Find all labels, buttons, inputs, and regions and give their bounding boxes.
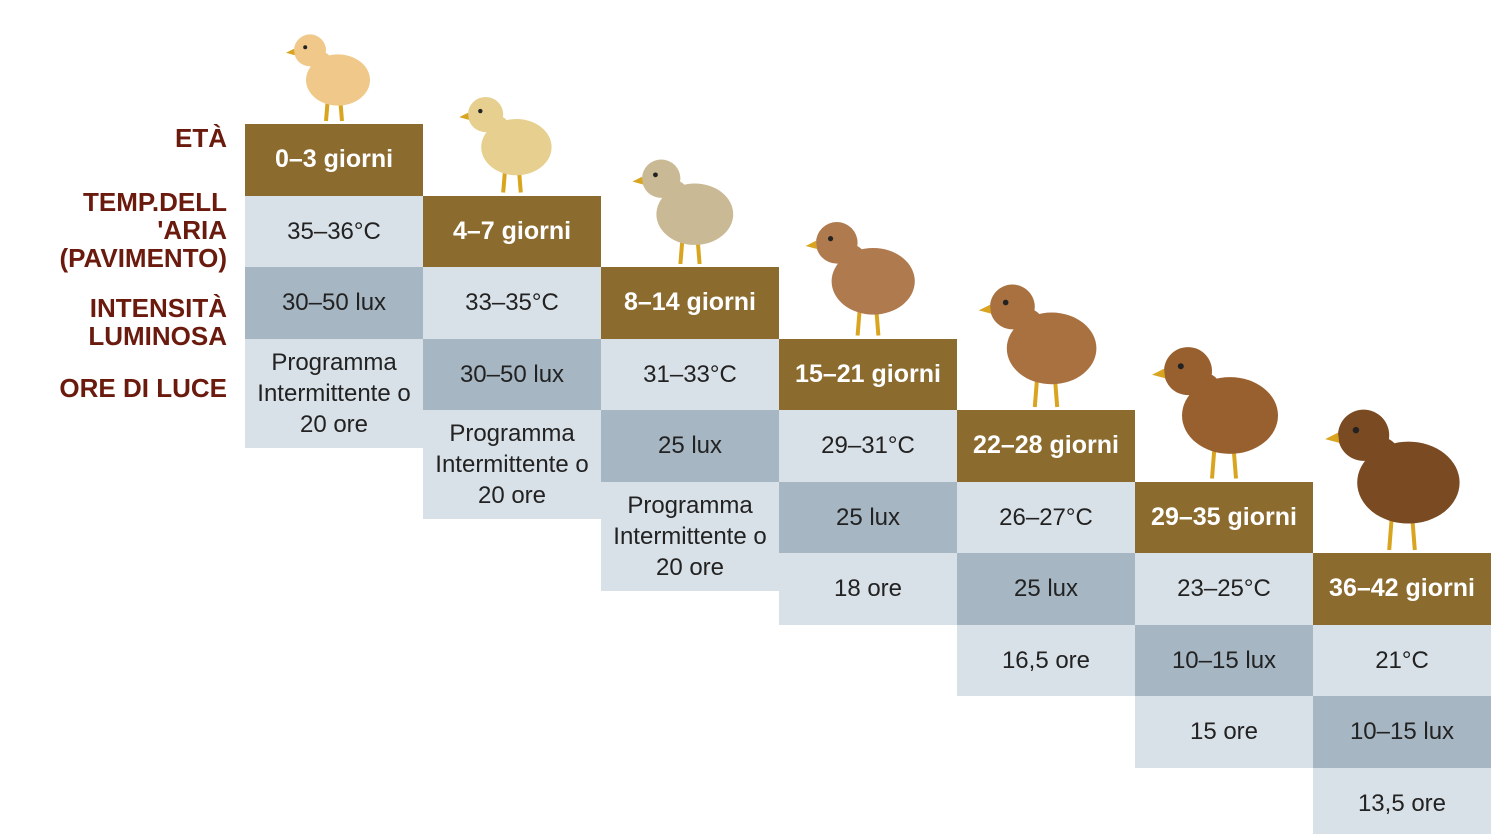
age-cell: 22–28 giorni — [957, 410, 1135, 482]
chick-shape — [478, 109, 482, 113]
chick-shape — [653, 172, 658, 177]
hours-cell: Programma Intermittente o 20 ore — [245, 339, 423, 448]
lux-cell: 10–15 lux — [1135, 625, 1313, 697]
lux-cell: 30–50 lux — [423, 339, 601, 411]
temp-cell: 35–36°C — [245, 196, 423, 268]
chick-shape — [486, 116, 511, 148]
chick-shape — [858, 309, 860, 335]
hours-cell: 16,5 ore — [957, 625, 1135, 697]
age-cell: 4–7 giorni — [423, 196, 601, 268]
chick-shape — [1212, 448, 1214, 479]
chick-shape — [1152, 369, 1165, 379]
temp-cell: 26–27°C — [957, 482, 1135, 554]
chick-shape — [1389, 517, 1392, 550]
chick-shape — [979, 305, 991, 314]
chick-shape — [632, 177, 643, 185]
chick-shape — [838, 245, 867, 282]
age-cell: 15–21 giorni — [779, 339, 957, 411]
row-label: 'ARIA — [157, 216, 227, 244]
lux-cell: 25 lux — [957, 553, 1135, 625]
hours-cell: 18 ore — [779, 553, 957, 625]
chick-shape — [1035, 379, 1037, 407]
chick-shape — [680, 240, 682, 264]
hours-cell: Programma Intermittente o 20 ore — [423, 410, 601, 519]
chick-shape — [326, 102, 328, 121]
chick-shape — [1325, 433, 1339, 443]
age-cell: 8–14 giorni — [601, 267, 779, 339]
chick-shape — [286, 49, 295, 55]
lux-cell: 25 lux — [601, 410, 779, 482]
temp-cell: 23–25°C — [1135, 553, 1313, 625]
chick-shape — [311, 52, 333, 81]
hours-cell: Programma Intermittente o 20 ore — [601, 482, 779, 591]
lux-cell: 25 lux — [779, 482, 957, 554]
chick-shape — [1178, 363, 1184, 369]
hours-cell: 15 ore — [1135, 696, 1313, 768]
chick-shape — [459, 113, 469, 120]
chick-shape — [806, 241, 817, 249]
temp-cell: 21°C — [1313, 625, 1491, 697]
page: ETÀ TEMP.DELL'ARIA(PAVIMENTO) INTENSITÀLUM… — [0, 0, 1494, 834]
chick-shape — [1189, 374, 1223, 417]
chick-shape — [503, 171, 505, 193]
row-label: INTENSITÀ — [90, 294, 227, 322]
chick-shape — [1003, 300, 1009, 306]
chick-shape — [1014, 309, 1045, 349]
chick-shape — [1353, 427, 1359, 433]
chick-shape — [662, 181, 689, 216]
chick-shape — [828, 236, 833, 241]
lux-cell: 30–50 lux — [245, 267, 423, 339]
temp-cell: 29–31°C — [779, 410, 957, 482]
chick-shape — [303, 45, 307, 49]
age-cell: 36–42 giorni — [1313, 553, 1491, 625]
row-label: LUMINOSA — [88, 322, 227, 350]
age-cell: 29–35 giorni — [1135, 482, 1313, 554]
chick-shape — [1365, 438, 1401, 484]
temp-cell: 33–35°C — [423, 267, 601, 339]
row-label: (PAVIMENTO) — [59, 244, 227, 272]
hours-cell: 13,5 ore — [1313, 768, 1491, 834]
row-label: TEMP.DELL — [83, 188, 227, 216]
row-label: ORE DI LUCE — [59, 374, 227, 402]
age-cell: 0–3 giorni — [245, 124, 423, 196]
temp-cell: 31–33°C — [601, 339, 779, 411]
row-label: ETÀ — [175, 124, 227, 152]
lux-cell: 10–15 lux — [1313, 696, 1491, 768]
